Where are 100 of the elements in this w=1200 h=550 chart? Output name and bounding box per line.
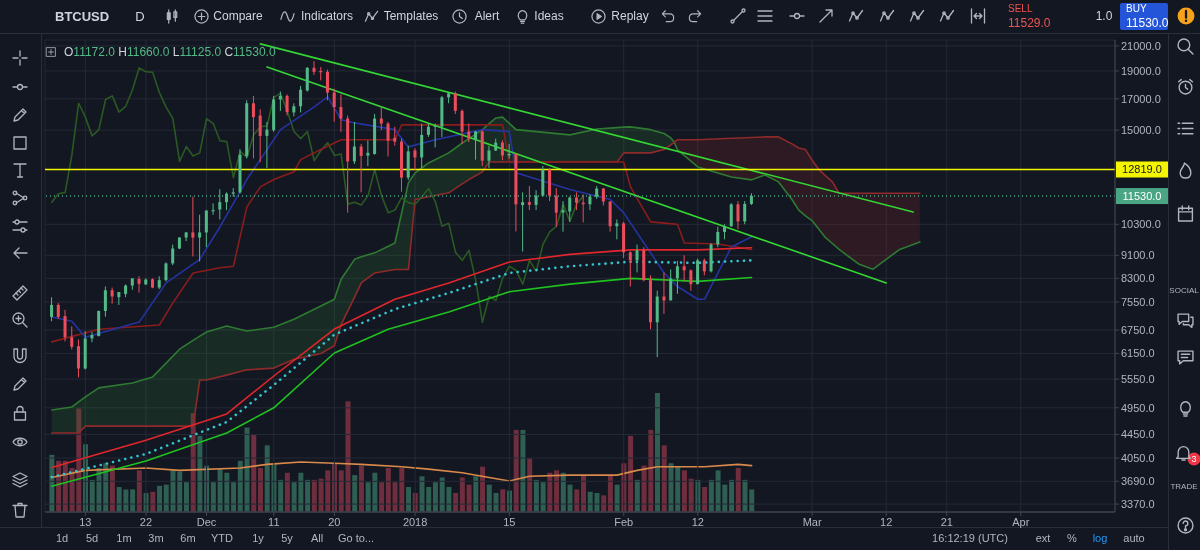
text: 6m <box>180 531 196 544</box>
text: SELL <box>1008 3 1033 14</box>
text: 1.0 <box>1095 9 1113 23</box>
bar <box>231 482 237 512</box>
candlestick <box>743 200 747 225</box>
candlestick <box>413 147 417 171</box>
candlestick <box>339 93 343 133</box>
text: D <box>135 8 145 24</box>
candlestick <box>379 105 383 131</box>
candlestick <box>588 194 592 211</box>
candlestick <box>359 143 363 193</box>
candlestick <box>393 126 397 147</box>
candlestick <box>171 244 175 266</box>
candlestick <box>285 93 289 117</box>
x-tick-label: Mar <box>802 515 822 528</box>
text: % <box>1067 531 1077 544</box>
bar <box>628 435 634 512</box>
candlestick <box>696 258 700 285</box>
candlestick <box>258 108 262 163</box>
bar <box>210 482 216 512</box>
candlestick <box>460 108 464 145</box>
text: Replay <box>611 9 649 23</box>
x-tick-label: 11 <box>268 515 280 528</box>
candlestick <box>305 66 309 93</box>
candlestick <box>50 296 54 322</box>
candlestick <box>198 214 202 262</box>
y-tick-label: 19000.0 <box>1121 64 1161 77</box>
bar <box>681 470 687 512</box>
candlestick <box>467 123 471 143</box>
candlestick <box>265 121 269 169</box>
candlestick <box>332 88 336 123</box>
candlestick <box>554 187 558 228</box>
y-tick-label: 3370.0 <box>1121 497 1155 510</box>
y-tick-label: 6750.0 <box>1121 324 1155 337</box>
candlestick <box>527 185 531 211</box>
text: BUY <box>1126 3 1147 14</box>
candlestick <box>90 331 94 343</box>
candlestick <box>312 60 316 76</box>
candlestick <box>662 271 666 315</box>
x-tick-label: 12 <box>880 515 893 528</box>
y-tick-label: 4050.0 <box>1121 451 1155 464</box>
candlestick <box>736 200 740 230</box>
x-tick-label: 21 <box>940 515 953 528</box>
y-tick-label: 17000.0 <box>1121 92 1161 105</box>
candlestick <box>453 91 457 115</box>
text: 16:12:19 (UTC) <box>932 531 1008 544</box>
bar <box>257 467 263 512</box>
text: 11530.0 <box>1126 16 1169 30</box>
candlestick <box>103 285 107 318</box>
bar <box>459 477 465 512</box>
x-tick-label: 12 <box>691 515 704 528</box>
text: 1d <box>55 531 69 544</box>
text: ext <box>1035 531 1051 544</box>
y-tick-label: 10300.0 <box>1121 218 1161 231</box>
text: Go to... <box>337 531 375 544</box>
x-tick-label: Dec <box>196 515 217 528</box>
bar <box>735 467 741 512</box>
bar <box>540 482 546 512</box>
bar <box>655 393 661 512</box>
x-tick-label: Feb <box>614 515 634 528</box>
x-tick-label: Apr <box>1012 515 1030 528</box>
ref-line-label: 11530.0 <box>1122 189 1162 202</box>
candlestick <box>251 95 255 159</box>
bar <box>183 482 189 512</box>
candlestick <box>568 196 572 223</box>
candlestick <box>561 200 565 233</box>
bar <box>432 482 438 512</box>
text: 1m <box>116 531 132 544</box>
text: Ideas <box>534 9 564 23</box>
candlestick <box>689 268 693 292</box>
candlestick <box>70 325 74 350</box>
text: auto <box>1123 531 1145 544</box>
candlestick <box>716 226 720 248</box>
candlestick <box>211 202 215 216</box>
x-tick-label: 2018 <box>402 515 428 528</box>
bar <box>251 434 257 512</box>
text: Indicators <box>300 9 354 23</box>
y-tick-label: 6150.0 <box>1121 347 1155 360</box>
candlestick <box>76 339 80 378</box>
candlestick <box>420 123 424 169</box>
candlestick <box>433 123 437 148</box>
x-tick-label: 15 <box>503 515 516 528</box>
candlestick <box>474 130 478 161</box>
bar <box>379 482 385 512</box>
candlestick <box>366 139 370 167</box>
candlestick <box>682 254 686 282</box>
candlestick <box>218 188 222 220</box>
candlestick <box>191 196 195 257</box>
candlestick <box>204 209 208 248</box>
y-tick-label: 15000.0 <box>1121 124 1161 137</box>
y-tick-label: 3690.0 <box>1121 475 1155 488</box>
candlestick <box>487 145 491 169</box>
y-tick-label: 7550.0 <box>1121 295 1155 308</box>
text: 3m <box>148 531 164 544</box>
y-tick-label: 8300.0 <box>1121 272 1155 285</box>
x-tick-label: 20 <box>328 515 341 528</box>
candlestick <box>675 260 679 295</box>
candlestick <box>500 139 504 161</box>
text: 5d <box>85 531 99 544</box>
text: O11172.0 H11660.0 L11125.0 C11530.0 <box>64 45 276 59</box>
